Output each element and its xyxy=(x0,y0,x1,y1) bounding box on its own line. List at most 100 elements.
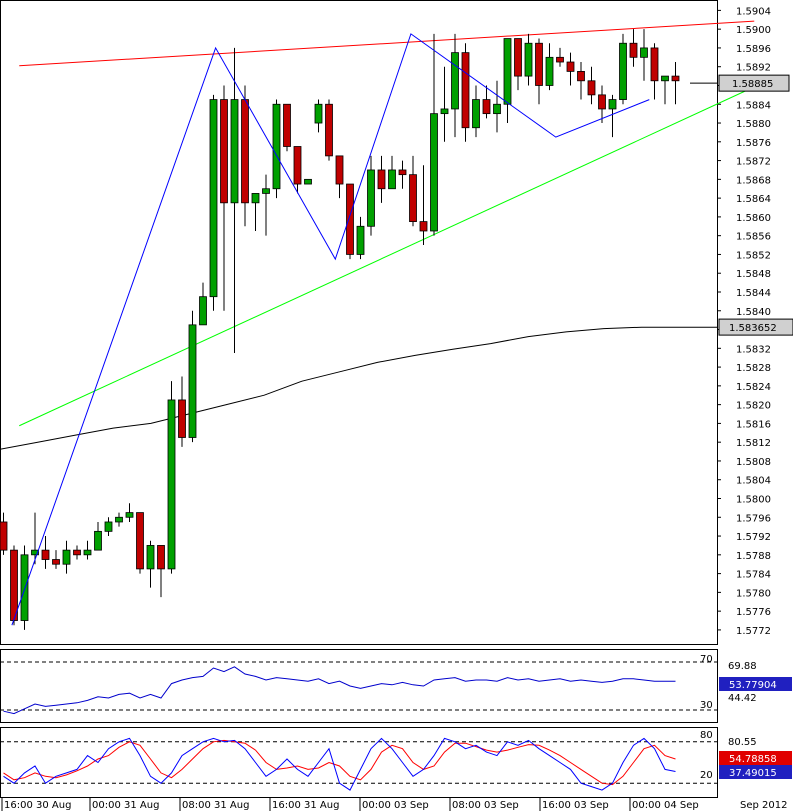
candle-14 xyxy=(146,540,155,588)
price-tick-label-0: 1.5904 xyxy=(736,6,771,17)
rsi-line xyxy=(3,666,676,715)
candle-body-32 xyxy=(335,155,344,185)
candle-6 xyxy=(62,540,71,574)
zigzag-pattern xyxy=(11,33,650,626)
price-tick-label-33: 1.5772 xyxy=(736,626,771,637)
price-tick-label-16: 1.5840 xyxy=(736,307,771,318)
price-tick-label-2: 1.5896 xyxy=(736,44,771,55)
candle-0 xyxy=(0,512,8,555)
candle-body-49 xyxy=(514,38,522,77)
candle-58 xyxy=(608,94,617,138)
candle-body-0 xyxy=(0,521,8,551)
candle-57 xyxy=(598,85,606,124)
candle-16 xyxy=(167,381,176,574)
candle-body-54 xyxy=(566,61,575,72)
candle-15 xyxy=(157,545,165,598)
candle-body-41 xyxy=(430,113,438,232)
candle-body-30 xyxy=(314,103,323,124)
price-tick-label-20: 1.5824 xyxy=(736,382,771,393)
candle-body-26 xyxy=(272,103,281,190)
rsi-axis-label-low: 44.42 xyxy=(728,693,757,704)
candle-body-35 xyxy=(367,169,375,227)
candle-60 xyxy=(629,29,638,67)
candle-body-59 xyxy=(619,42,627,100)
candle-47 xyxy=(493,80,501,133)
candle-48 xyxy=(503,38,512,124)
stoch-k-line xyxy=(3,737,676,791)
candle-13 xyxy=(136,512,144,574)
price-axis: 1.59041.59001.58961.58921.58881.58841.58… xyxy=(717,6,771,637)
candle-body-44 xyxy=(461,52,470,129)
candle-body-53 xyxy=(556,56,564,63)
price-tick-label-19: 1.5828 xyxy=(736,363,771,374)
candle-body-61 xyxy=(640,47,648,58)
candle-body-45 xyxy=(472,99,480,129)
candle-body-52 xyxy=(545,56,554,86)
candle-44 xyxy=(461,43,470,142)
zigzag-polyline xyxy=(11,33,650,626)
rsi-indicator xyxy=(0,661,717,715)
current-price-box xyxy=(718,74,790,92)
price-tick-label-8: 1.5872 xyxy=(736,157,771,168)
candle-body-23 xyxy=(241,99,249,204)
candle-26 xyxy=(272,99,281,199)
stoch-axis-label-high: 80.55 xyxy=(728,737,757,748)
candle-body-63 xyxy=(661,75,669,82)
time-label-4: 00:00 03 Sep xyxy=(362,800,429,811)
candles xyxy=(0,29,680,630)
candle-body-21 xyxy=(220,99,228,204)
candle-body-55 xyxy=(577,71,585,82)
candle-12 xyxy=(125,503,134,522)
candle-body-31 xyxy=(325,103,333,157)
candle-29 xyxy=(304,178,312,185)
candle-59 xyxy=(619,33,627,105)
candle-body-3 xyxy=(31,549,39,556)
candle-42 xyxy=(440,66,449,142)
candle-body-25 xyxy=(262,188,270,194)
candle-body-33 xyxy=(346,183,354,255)
candle-36 xyxy=(377,155,386,203)
price-tick-label-9: 1.5868 xyxy=(736,175,771,186)
candle-25 xyxy=(262,174,270,236)
time-label-3: 16:00 31 Aug xyxy=(272,800,339,811)
candle-body-4 xyxy=(41,549,50,560)
candle-37 xyxy=(388,155,396,190)
candle-8 xyxy=(83,540,92,560)
sma-price-label: 1.583652 xyxy=(729,323,777,334)
price-tick-label-10: 1.5864 xyxy=(736,194,771,205)
stoch-level-20: 20 xyxy=(700,770,713,781)
price-tick-label-11: 1.5860 xyxy=(736,213,771,224)
candle-body-24 xyxy=(251,193,260,204)
candle-body-58 xyxy=(608,99,617,110)
candle-body-27 xyxy=(283,103,291,147)
rsi-current-label: 53.77904 xyxy=(729,680,777,691)
candle-body-5 xyxy=(52,559,60,565)
candle-body-62 xyxy=(650,47,659,82)
stoch-d-label: 54.78858 xyxy=(729,754,777,765)
candle-54 xyxy=(566,52,575,86)
resistance-trendline xyxy=(19,20,755,67)
price-tick-label-29: 1.5788 xyxy=(736,551,771,562)
time-label-6: 16:00 03 Sep xyxy=(542,800,609,811)
candle-64 xyxy=(671,62,680,105)
candle-body-40 xyxy=(419,221,428,232)
candle-body-57 xyxy=(598,94,606,110)
price-tick-label-24: 1.5808 xyxy=(736,457,771,468)
sma-price-box xyxy=(718,318,793,336)
stochastic-indicator xyxy=(0,737,717,791)
candle-31 xyxy=(325,99,333,161)
price-tick-label-28: 1.5792 xyxy=(736,532,771,543)
candle-body-43 xyxy=(451,52,459,110)
price-tick-label-25: 1.5804 xyxy=(736,476,771,487)
stoch-d-line xyxy=(3,739,676,786)
candle-63 xyxy=(661,75,669,105)
candle-body-1 xyxy=(10,549,18,621)
candle-body-60 xyxy=(629,42,638,58)
candle-body-29 xyxy=(304,178,312,185)
candle-55 xyxy=(577,62,585,100)
candle-33 xyxy=(346,183,354,260)
candle-4 xyxy=(41,536,50,569)
price-tick-label-7: 1.5876 xyxy=(736,138,771,149)
price-tick-label-30: 1.5784 xyxy=(736,570,771,581)
candle-18 xyxy=(188,310,197,443)
